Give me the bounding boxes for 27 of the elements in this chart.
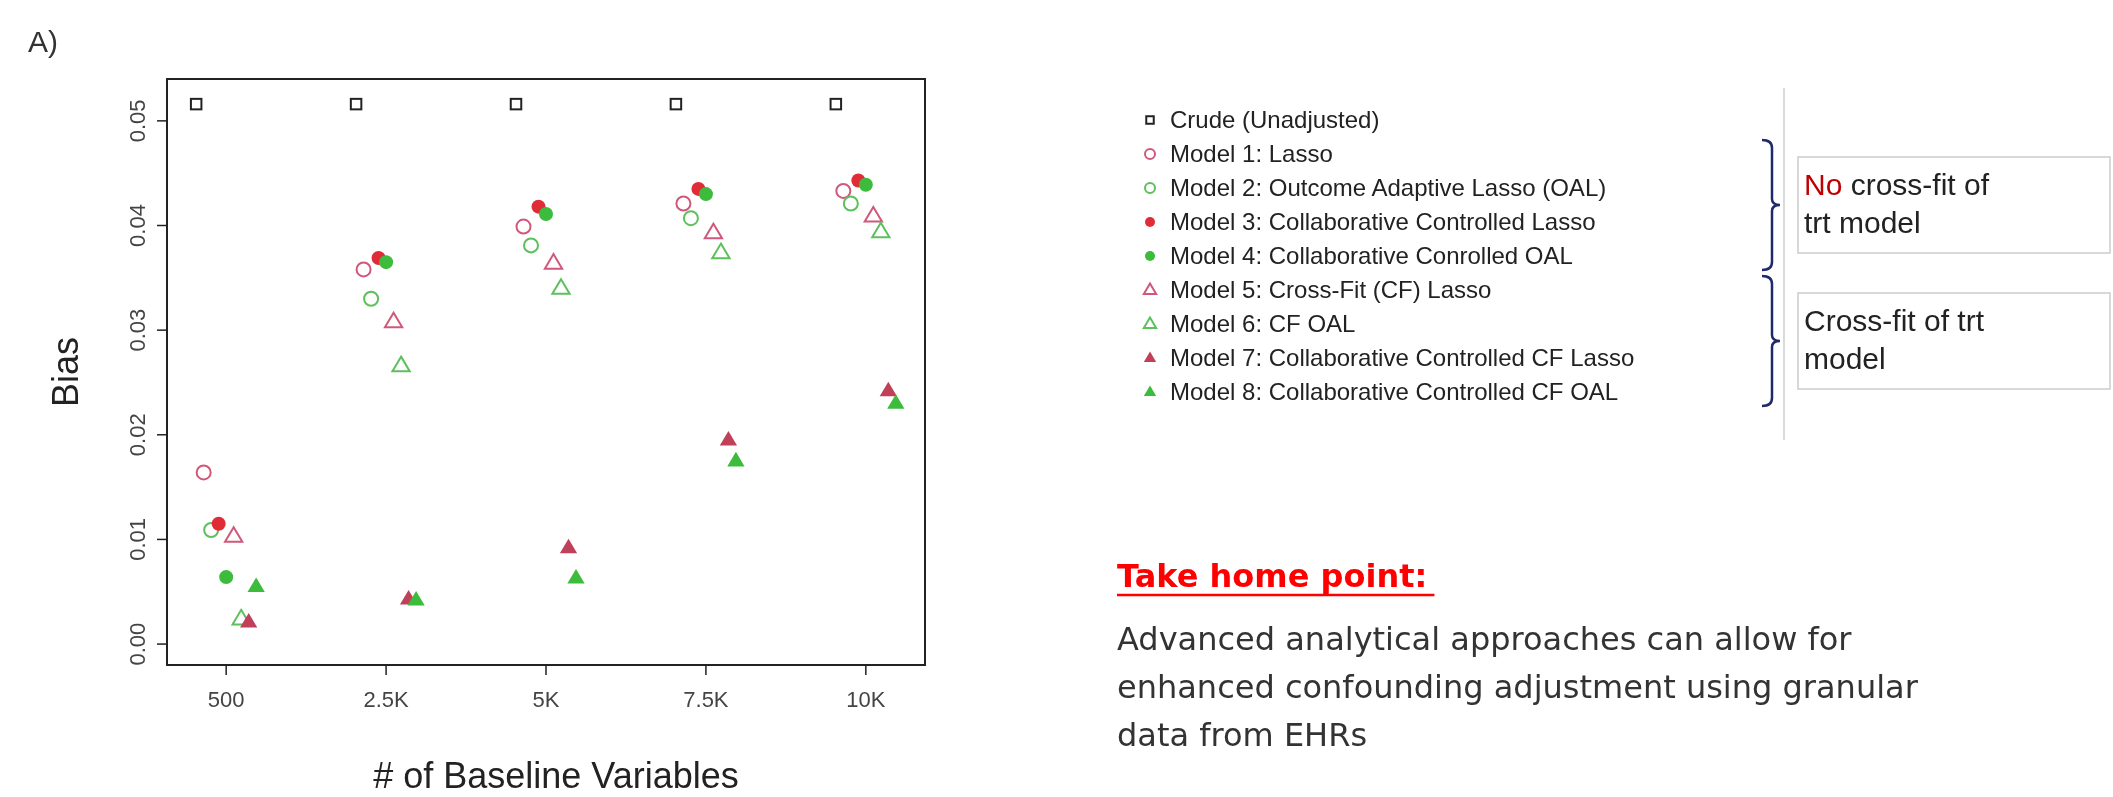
legend-label: Model 4: Collaborative Conrolled OAL bbox=[1170, 242, 1573, 269]
legend-label: Model 3: Collaborative Controlled Lasso bbox=[1170, 208, 1596, 235]
legend-label: Model 5: Cross-Fit (CF) Lasso bbox=[1170, 276, 1492, 303]
legend-label: Crude (Unadjusted) bbox=[1170, 106, 1380, 133]
y-axis-title: Bias bbox=[45, 336, 86, 408]
legend-label: Model 8: Collaborative Controlled CF OAL bbox=[1170, 378, 1619, 405]
legend-label: Model 2: Outcome Adaptive Lasso (OAL) bbox=[1170, 174, 1607, 201]
y-tick-label: 0.02 bbox=[125, 413, 150, 457]
x-tick-label: 500 bbox=[207, 687, 245, 712]
x-tick-label: 5K bbox=[532, 687, 560, 712]
x-tick-label: 7.5K bbox=[683, 687, 729, 712]
text: Advanced analytical approaches can allow for enhanced confounding adjustment using granular data from EHRs bbox=[1117, 620, 1919, 754]
y-tick-label: 0.04 bbox=[125, 204, 150, 247]
text: No cross-fit of trt model bbox=[1804, 168, 1990, 239]
y-tick-label: 0.00 bbox=[125, 622, 150, 666]
y-tick-label: 0.01 bbox=[125, 518, 150, 561]
text: Cross-fit of trt model bbox=[1804, 304, 1985, 375]
x-tick-label: 2.5K bbox=[363, 687, 410, 712]
chart-title: A) bbox=[28, 25, 58, 58]
legend-label: Model 6: CF OAL bbox=[1170, 310, 1356, 337]
legend-label: Model 1: Lasso bbox=[1170, 140, 1333, 167]
y-tick-label: 0.05 bbox=[125, 99, 150, 143]
legend-label: Model 7: Collaborative Controlled CF Lasso bbox=[1170, 344, 1635, 371]
x-tick-label: 10K bbox=[846, 687, 886, 712]
y-tick-label: 0.03 bbox=[125, 308, 150, 352]
x-axis-title: # of Baseline Variables bbox=[373, 755, 739, 796]
text: Take home point: bbox=[1117, 557, 1428, 595]
